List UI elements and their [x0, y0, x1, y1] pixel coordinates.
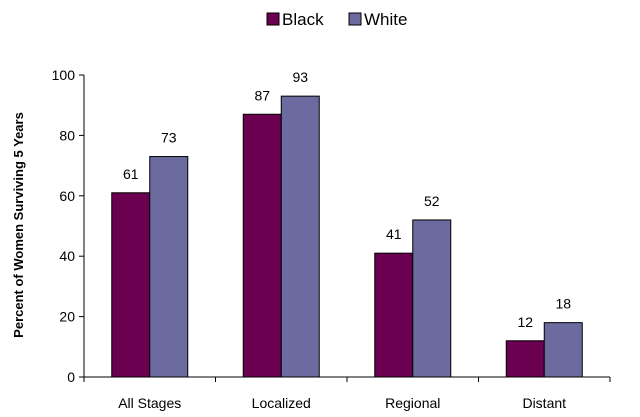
bar-white: [280, 95, 320, 378]
data-label-black: 61: [123, 166, 139, 182]
y-axis: 0 20 40 60 80 100: [52, 67, 85, 385]
y-tick-label: 20: [59, 309, 75, 325]
y-tick-label: 60: [59, 188, 75, 204]
bar-white: [149, 156, 189, 378]
data-label-white: 73: [161, 130, 177, 146]
legend-swatch-black: [266, 12, 280, 26]
x-axis: All Stages Localized Regional Distant: [83, 376, 611, 411]
data-label-black: 41: [386, 226, 402, 242]
y-axis-title: Percent of Women Surviving 5 Years: [11, 112, 26, 338]
legend-label-white: White: [364, 10, 407, 29]
x-tick-label: Localized: [252, 395, 311, 411]
data-labels: 61 73 87 93 41 52 12 18: [123, 69, 571, 330]
data-label-black: 12: [517, 314, 533, 330]
bar-black: [505, 340, 545, 378]
bar-black: [374, 252, 414, 378]
bar-black: [111, 192, 151, 378]
x-tick-label: Regional: [385, 395, 440, 411]
bar-white: [543, 322, 583, 378]
x-tick-label: All Stages: [118, 395, 181, 411]
legend-swatch-white: [348, 12, 362, 26]
bar-black: [242, 113, 282, 378]
data-label-white: 93: [292, 69, 308, 85]
data-label-white: 52: [424, 193, 440, 209]
y-tick-label: 40: [59, 248, 75, 264]
y-tick-label: 0: [67, 369, 75, 385]
data-label-black: 87: [254, 87, 270, 103]
y-tick-label: 100: [52, 67, 76, 83]
data-label-white: 18: [555, 296, 571, 312]
legend: Black White: [266, 10, 407, 29]
bars: [111, 95, 583, 378]
legend-label-black: Black: [282, 10, 324, 29]
y-tick-label: 80: [59, 127, 75, 143]
bar-white: [412, 219, 452, 378]
x-tick-label: Distant: [522, 395, 566, 411]
